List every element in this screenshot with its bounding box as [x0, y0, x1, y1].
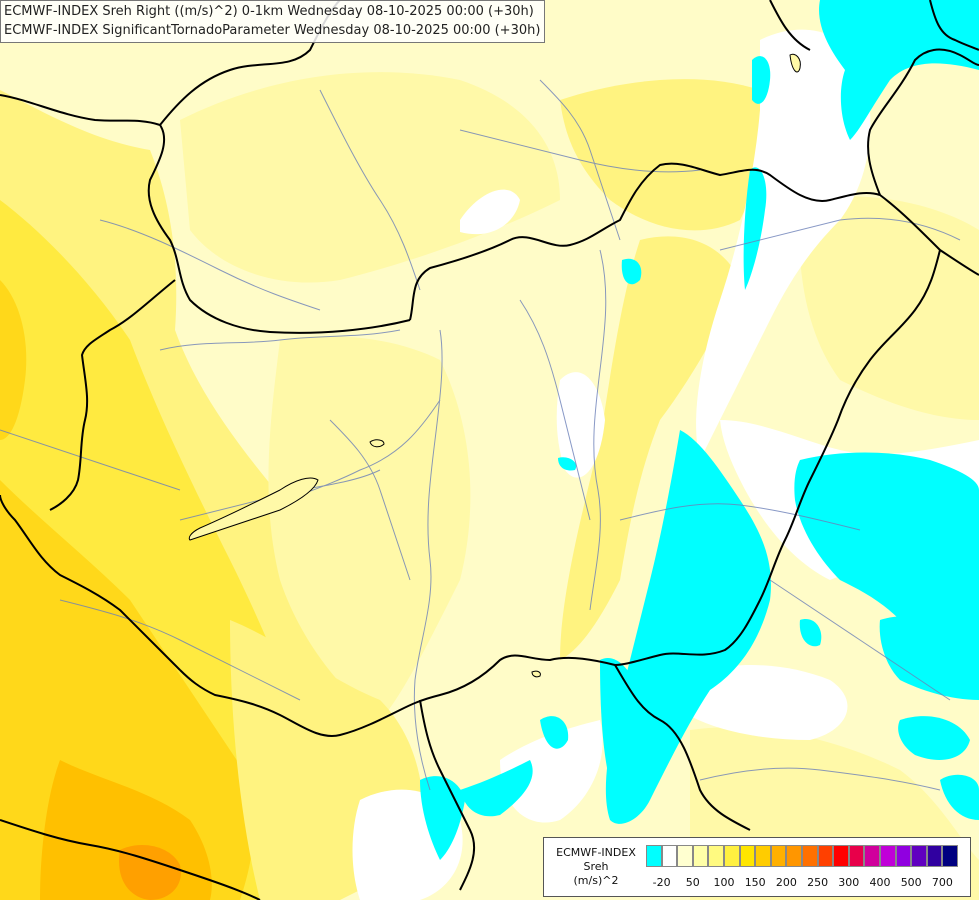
border-east-down: [614, 249, 941, 666]
border-southwest-bosnia: [0, 819, 261, 900]
cyan-southeast-strip: [600, 658, 645, 800]
cyan-southeast-edge: [940, 774, 979, 820]
legend-swatch: [926, 845, 943, 867]
legend-swatch: [879, 845, 896, 867]
legend-swatch: [646, 845, 662, 867]
border-south-croatia: [419, 699, 476, 891]
border-moldova: [769, 0, 811, 51]
legend-swatch: [786, 845, 802, 867]
lake-small-2: [789, 53, 801, 73]
legend-tick: 50: [685, 876, 700, 889]
legend-swatch: [661, 845, 678, 867]
legend-source: ECMWF-INDEX: [556, 846, 636, 859]
map-title: ECMWF-INDEX Sreh Right ((m/s)^2) 0-1km W…: [0, 0, 546, 43]
border-north-east-top: [929, 0, 979, 51]
legend-swatch: [895, 845, 912, 867]
legend-tick: 100: [713, 876, 735, 889]
lake-small-3: [531, 670, 541, 678]
color-legend: ECMWF-INDEX Sreh (m/s)^2 -20 50 100 150 200 2…: [543, 837, 971, 897]
legend-tick: 400: [869, 876, 891, 889]
legend-swatch: [692, 845, 709, 867]
legend-tick: -20: [652, 876, 671, 889]
white-band-north: [696, 29, 871, 460]
border-south: [179, 654, 616, 737]
rivers: [0, 79, 961, 791]
legend-unit: (m/s)^2: [573, 874, 619, 887]
legend-swatch: [770, 845, 787, 867]
east-pale-zone: [799, 196, 979, 420]
border-east-ukraine: [867, 48, 979, 196]
cyan-south-3: [540, 716, 569, 749]
cyan-far-east: [794, 452, 979, 660]
border-west-austria: [49, 279, 176, 511]
west-edge-deep: [0, 280, 27, 440]
legend-swatch: [723, 845, 740, 867]
border-west-down: [0, 494, 181, 671]
legend-swatch: [942, 845, 958, 867]
legend-tick: 250: [807, 876, 829, 889]
legend-title: ECMWF-INDEX Sreh (m/s)^2: [548, 846, 644, 888]
cyan-northeast: [819, 0, 979, 140]
cyan-small-center: [558, 457, 577, 471]
title-line-2: ECMWF-INDEX SignificantTornadoParameter …: [4, 23, 541, 38]
legend-swatch: [739, 845, 756, 867]
border-central-north: [409, 162, 881, 321]
border-north-west: [0, 94, 411, 334]
northeast-yellow-zone: [560, 79, 764, 231]
legend-swatch: [911, 845, 927, 867]
central-light-zone: [268, 336, 471, 720]
southwest-orange-spot: [119, 845, 181, 900]
cyan-east-strip: [743, 167, 767, 290]
cyan-small-north: [621, 258, 642, 285]
legend-swatch: [755, 845, 771, 867]
lake-balaton: [188, 477, 319, 541]
legend-tick: 300: [838, 876, 860, 889]
cyan-east-cluster: [879, 616, 979, 700]
white-patch-north: [460, 189, 520, 235]
legend-tick: 200: [775, 876, 797, 889]
border-east-north: [879, 194, 979, 276]
legend-tick-labels: -20 50 100 150 200 250 300 400 500 700: [646, 876, 976, 892]
legend-color-bar: [646, 845, 958, 867]
cyan-southeast-blob: [898, 716, 970, 760]
cyan-main-east: [605, 430, 771, 824]
legend-swatch: [801, 845, 818, 867]
white-patch-southwest-valley: [500, 720, 603, 823]
white-patch-center: [556, 372, 605, 478]
cyan-south-2: [460, 760, 533, 817]
legend-swatch: [864, 845, 880, 867]
legend-swatch: [848, 845, 865, 867]
border-southeast-serbia: [614, 664, 751, 831]
title-line-1: ECMWF-INDEX Sreh Right ((m/s)^2) 0-1km W…: [4, 4, 534, 19]
east-yellow-strip: [560, 236, 740, 661]
cyan-small-mid: [799, 619, 822, 647]
cyan-northeast-small: [752, 56, 771, 104]
legend-tick: 500: [900, 876, 922, 889]
legend-swatch: [708, 845, 724, 867]
legend-swatch: [833, 845, 849, 867]
white-patch-southeast: [680, 665, 848, 740]
legend-tick: 700: [931, 876, 953, 889]
legend-variable: Sreh: [583, 860, 609, 873]
lake-small-1: [369, 439, 385, 448]
legend-swatch: [817, 845, 834, 867]
legend-swatch: [677, 845, 693, 867]
legend-tick: 150: [744, 876, 766, 889]
